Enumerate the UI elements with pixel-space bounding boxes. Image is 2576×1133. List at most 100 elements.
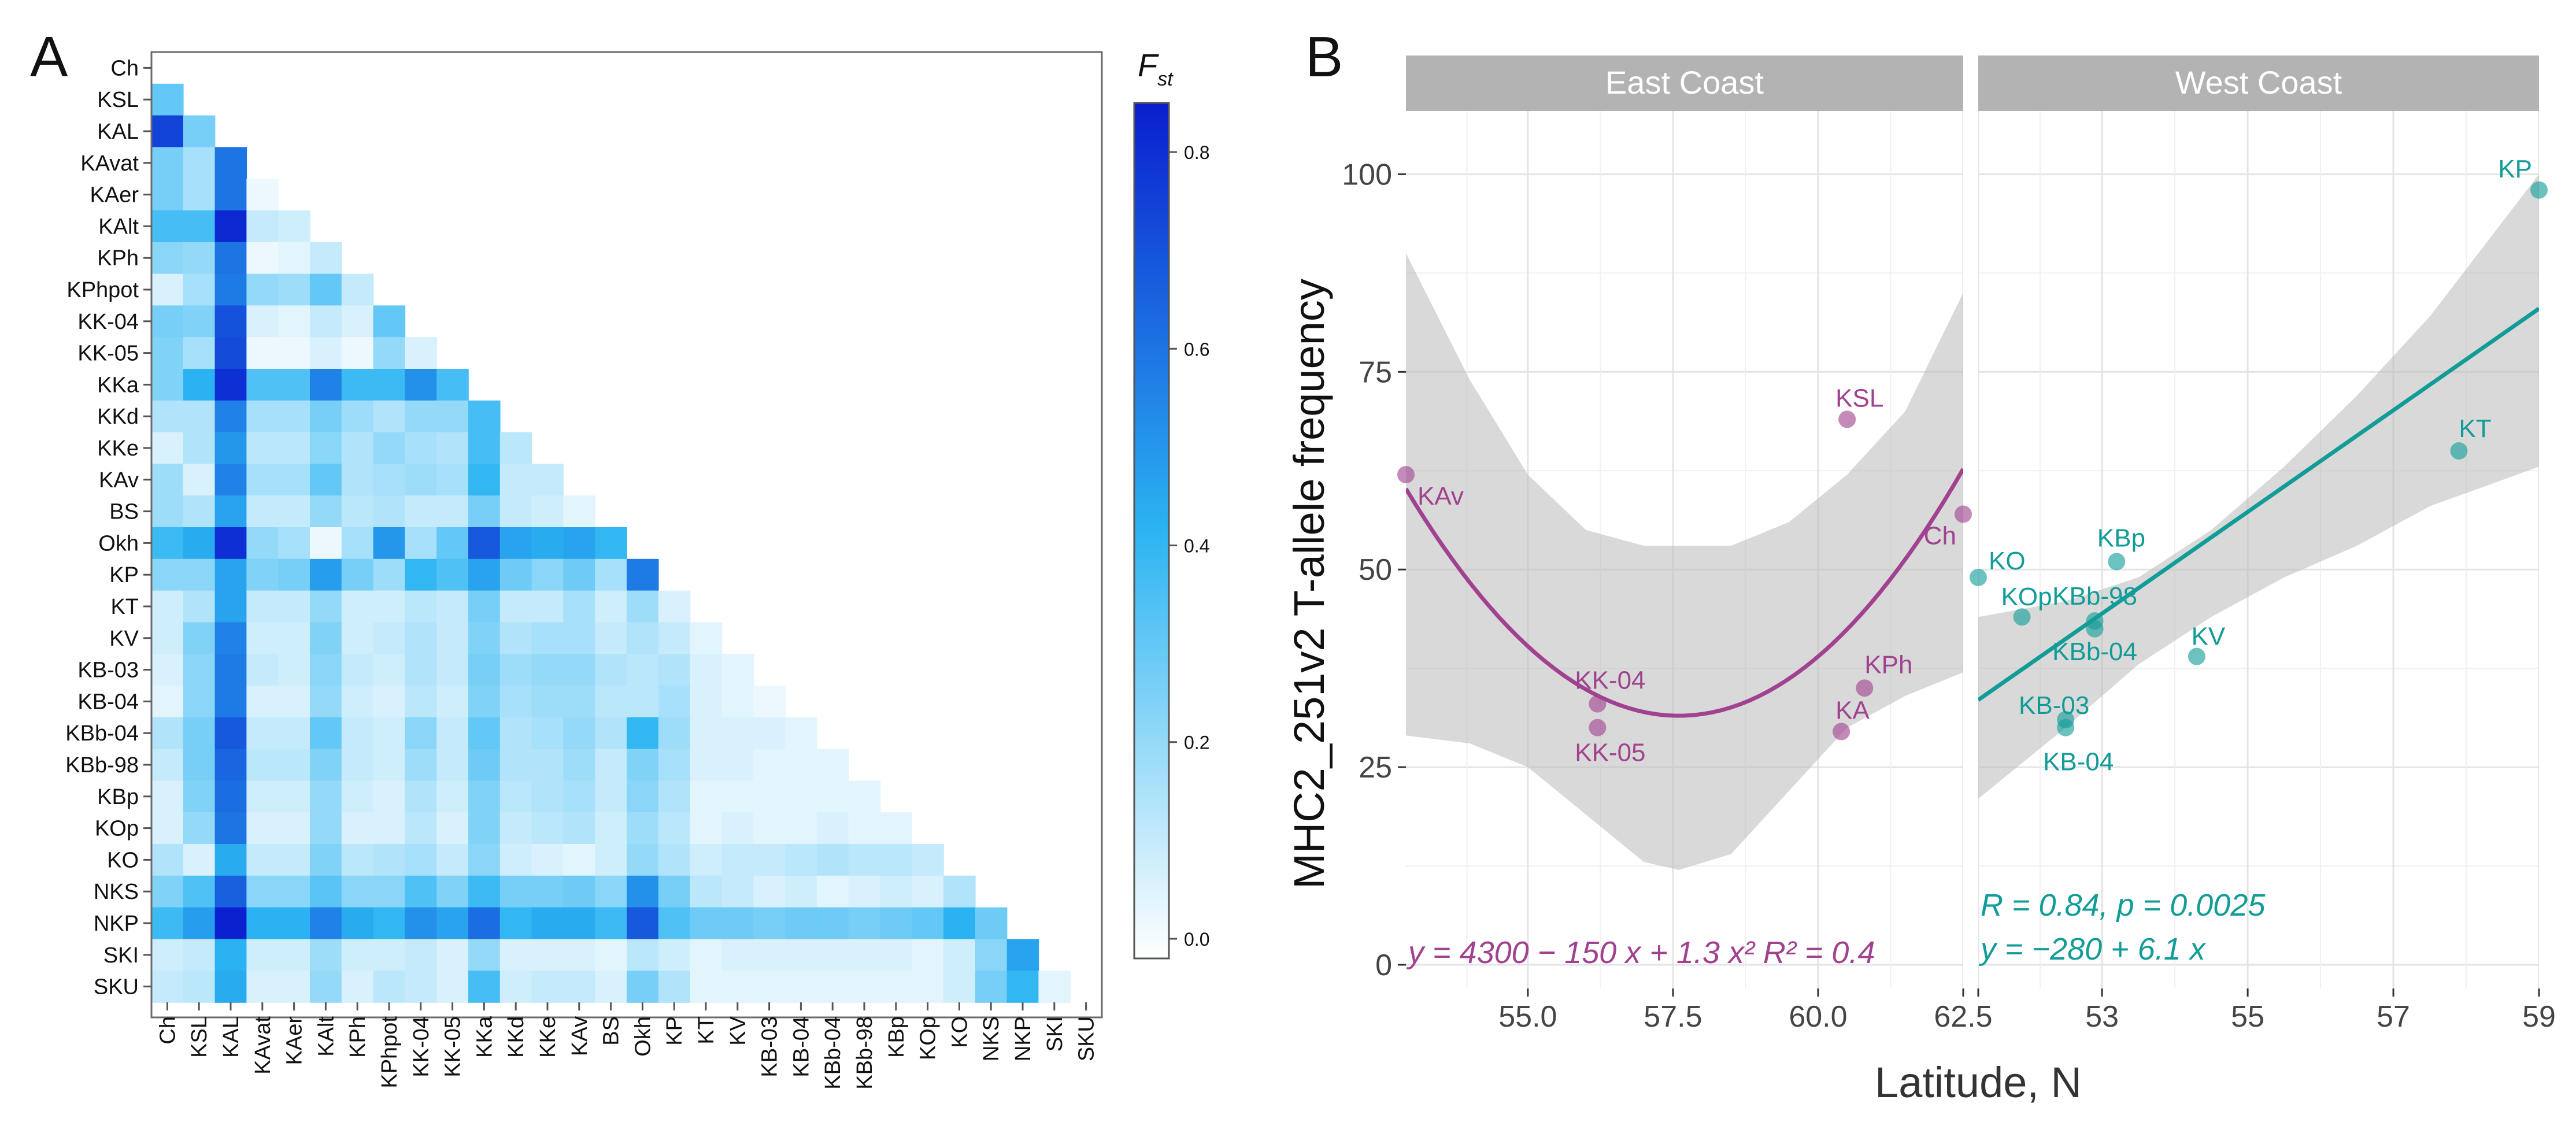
heat-cell — [563, 527, 595, 560]
column-label: BS — [599, 1016, 624, 1046]
facet-title: East Coast — [1605, 64, 1764, 101]
heat-cell — [499, 432, 532, 465]
heat-cell — [499, 812, 532, 845]
heat-cell — [753, 812, 786, 845]
heat-cell — [246, 179, 279, 211]
heat-cell — [373, 495, 406, 528]
column-label: KKd — [504, 1016, 528, 1058]
heat-cell — [436, 939, 469, 971]
heat-cell — [373, 971, 406, 1003]
heat-cell — [563, 558, 595, 591]
heat-cell — [627, 875, 659, 908]
heat-cell — [595, 749, 627, 782]
row-label: KBb-98 — [65, 753, 139, 777]
heat-cell — [690, 654, 723, 686]
row-label: SKU — [94, 975, 139, 999]
heat-cell — [816, 875, 849, 908]
heat-cell — [436, 844, 469, 876]
data-point — [1970, 568, 1987, 586]
row-label: KV — [109, 627, 139, 651]
heat-cell — [246, 558, 279, 591]
heat-cell — [278, 844, 310, 876]
heat-cell — [373, 369, 406, 401]
heat-cell — [531, 686, 564, 718]
heat-cell — [151, 590, 184, 623]
data-point — [2450, 442, 2468, 460]
heat-cell — [151, 400, 184, 433]
heat-cell — [151, 464, 184, 496]
heat-cell — [816, 971, 849, 1003]
point-label: KT — [2459, 414, 2491, 443]
heat-cell — [151, 115, 184, 148]
heat-cell — [848, 939, 881, 971]
heat-cell — [658, 654, 691, 686]
heat-cell — [436, 369, 469, 401]
heat-cell — [246, 527, 279, 560]
heat-cell — [310, 242, 342, 275]
heat-cell — [468, 844, 501, 876]
column-label: Ch — [156, 1016, 180, 1045]
heat-cell — [563, 907, 595, 940]
heat-cell — [627, 558, 659, 591]
heat-cell — [753, 939, 786, 971]
heat-cell — [721, 686, 754, 718]
heat-cell — [246, 210, 279, 243]
heat-cell — [499, 907, 532, 940]
heat-cell — [563, 875, 595, 908]
heat-cell — [246, 273, 279, 306]
heat-cell — [531, 939, 564, 971]
data-point — [2530, 181, 2548, 199]
column-label: KO — [948, 1016, 972, 1048]
heat-cell — [436, 558, 469, 591]
heat-cell — [468, 717, 501, 750]
heat-cell — [468, 749, 501, 782]
heat-cell — [436, 971, 469, 1003]
x-tick-label: 57.5 — [1644, 1000, 1702, 1034]
heat-cell — [373, 305, 406, 338]
heat-cell — [690, 622, 723, 654]
heat-cell — [278, 749, 310, 782]
heat-cell — [341, 337, 374, 369]
row-label: Okh — [98, 531, 139, 556]
heat-cell — [848, 907, 881, 940]
heat-cell — [563, 622, 595, 654]
heat-cell — [468, 812, 501, 845]
heat-cell — [214, 939, 247, 971]
heat-cell — [405, 971, 437, 1003]
heat-cell — [436, 495, 469, 528]
heat-cell — [816, 780, 849, 813]
heat-cell — [151, 273, 184, 306]
heat-cell — [341, 717, 374, 750]
heat-cell — [183, 558, 216, 591]
row-label: KAer — [90, 183, 139, 208]
heat-cell — [183, 115, 216, 148]
x-tick-label: 59 — [2522, 1000, 2556, 1034]
heat-cell — [595, 590, 627, 623]
column-label: KT — [694, 1016, 719, 1045]
heat-cell — [595, 844, 627, 876]
heat-cell — [373, 622, 406, 654]
heat-cell — [183, 179, 216, 211]
heat-cell — [721, 717, 754, 750]
row-label: KSL — [97, 88, 139, 112]
heat-cell — [341, 939, 374, 971]
heat-cell — [183, 717, 216, 750]
heat-cell — [214, 844, 247, 876]
colorbar-tick-label: 0.4 — [1184, 536, 1209, 557]
heat-cell — [785, 749, 817, 782]
heat-cell — [278, 464, 310, 496]
heat-cell — [183, 749, 216, 782]
heat-cell — [595, 812, 627, 845]
heat-cell — [310, 780, 342, 813]
heat-cell — [373, 875, 406, 908]
heat-cell — [246, 812, 279, 845]
column-label: KB-03 — [758, 1016, 782, 1078]
heat-cell — [214, 812, 247, 845]
heat-cell — [151, 432, 184, 465]
heat-cell — [943, 971, 976, 1003]
heat-cell — [183, 939, 216, 971]
heat-cell — [278, 907, 310, 940]
point-label: KK-04 — [1575, 667, 1645, 695]
heat-cell — [214, 210, 247, 243]
heat-cell — [151, 875, 184, 908]
